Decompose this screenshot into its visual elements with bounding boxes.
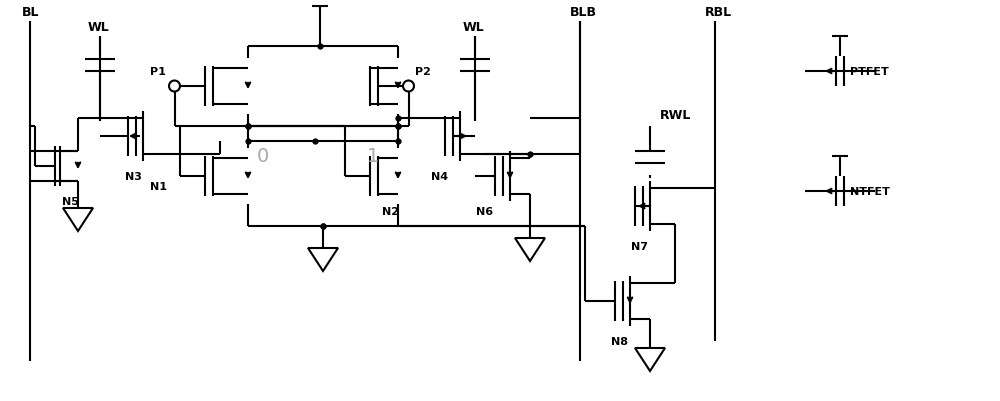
- Circle shape: [169, 81, 180, 92]
- Text: N4: N4: [431, 172, 449, 182]
- Text: N3: N3: [125, 172, 141, 182]
- Text: PTFET: PTFET: [850, 67, 889, 77]
- Text: N8: N8: [612, 336, 629, 346]
- Text: N1: N1: [150, 182, 167, 192]
- Text: 1: 1: [367, 147, 379, 166]
- Circle shape: [403, 81, 414, 92]
- Text: BLB: BLB: [570, 6, 597, 19]
- Text: RBL: RBL: [705, 6, 732, 19]
- Text: N7: N7: [632, 241, 648, 251]
- Text: 0: 0: [257, 147, 269, 166]
- Text: WL: WL: [463, 21, 485, 34]
- Text: BL: BL: [22, 6, 40, 19]
- Text: N6: N6: [476, 207, 494, 217]
- Text: WL: WL: [88, 21, 110, 34]
- Text: NTFET: NTFET: [850, 186, 890, 196]
- Text: RWL: RWL: [660, 109, 691, 122]
- Text: P2: P2: [415, 67, 431, 77]
- Text: N2: N2: [382, 207, 399, 217]
- Text: N5: N5: [62, 196, 78, 207]
- Text: P1: P1: [150, 67, 166, 77]
